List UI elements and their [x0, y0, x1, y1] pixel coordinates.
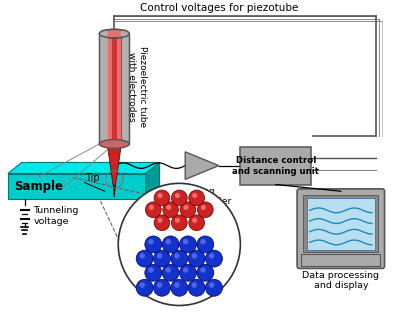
Circle shape	[188, 279, 205, 296]
Circle shape	[200, 267, 206, 273]
Circle shape	[197, 236, 214, 253]
Text: Piezoelectric tube
with electrodes: Piezoelectric tube with electrodes	[127, 46, 147, 128]
Circle shape	[140, 282, 145, 288]
FancyBboxPatch shape	[303, 195, 378, 252]
Circle shape	[162, 236, 179, 253]
Circle shape	[140, 253, 145, 259]
Bar	[8, 174, 146, 199]
Circle shape	[166, 239, 171, 245]
Circle shape	[154, 215, 170, 231]
Circle shape	[188, 250, 205, 267]
Circle shape	[174, 253, 179, 259]
FancyBboxPatch shape	[297, 189, 384, 268]
Circle shape	[175, 193, 180, 198]
Polygon shape	[8, 162, 160, 174]
Bar	[306, 197, 375, 250]
Polygon shape	[146, 162, 160, 199]
Circle shape	[183, 205, 189, 210]
Circle shape	[154, 279, 170, 296]
Circle shape	[174, 282, 179, 288]
Circle shape	[157, 282, 162, 288]
Circle shape	[154, 250, 170, 267]
Text: Control voltages for piezotube: Control voltages for piezotube	[140, 3, 298, 13]
Circle shape	[201, 205, 206, 210]
Circle shape	[189, 215, 205, 231]
Circle shape	[180, 202, 196, 218]
Bar	[108, 34, 121, 144]
Circle shape	[209, 253, 215, 259]
Circle shape	[205, 250, 222, 267]
Circle shape	[148, 267, 154, 273]
Circle shape	[175, 218, 180, 223]
Polygon shape	[113, 185, 115, 197]
Circle shape	[209, 282, 215, 288]
Polygon shape	[107, 144, 121, 185]
Circle shape	[158, 193, 162, 198]
Polygon shape	[185, 152, 219, 179]
Circle shape	[136, 279, 153, 296]
Circle shape	[183, 267, 188, 273]
Text: Data processing
and display: Data processing and display	[302, 271, 379, 290]
Circle shape	[163, 202, 179, 218]
Circle shape	[192, 218, 197, 223]
Circle shape	[191, 253, 197, 259]
Circle shape	[179, 236, 197, 253]
Text: Tunneling
current amplifier: Tunneling current amplifier	[155, 186, 231, 206]
Circle shape	[149, 205, 154, 210]
Circle shape	[166, 205, 171, 210]
Circle shape	[171, 250, 188, 267]
Circle shape	[158, 218, 162, 223]
Circle shape	[200, 239, 206, 245]
Circle shape	[205, 279, 222, 296]
Circle shape	[157, 253, 162, 259]
Ellipse shape	[121, 29, 129, 38]
Circle shape	[145, 236, 162, 253]
Text: Sample: Sample	[14, 180, 63, 193]
Circle shape	[166, 267, 171, 273]
Bar	[240, 147, 311, 184]
Circle shape	[197, 202, 213, 218]
Circle shape	[154, 190, 170, 206]
Circle shape	[183, 239, 188, 245]
Text: Tunneling
voltage: Tunneling voltage	[33, 206, 79, 226]
Bar	[100, 34, 108, 144]
Circle shape	[197, 264, 214, 281]
Circle shape	[172, 215, 187, 231]
Circle shape	[145, 264, 162, 281]
Bar	[121, 34, 129, 144]
Circle shape	[136, 250, 153, 267]
Bar	[112, 34, 117, 144]
Circle shape	[172, 190, 187, 206]
Text: Distance control
and scanning unit: Distance control and scanning unit	[232, 156, 319, 176]
Circle shape	[162, 264, 179, 281]
Circle shape	[179, 264, 197, 281]
Circle shape	[148, 239, 154, 245]
Ellipse shape	[100, 29, 129, 38]
Text: Tip: Tip	[85, 173, 100, 183]
Ellipse shape	[100, 29, 108, 38]
Circle shape	[191, 282, 197, 288]
Circle shape	[145, 202, 161, 218]
Bar	[100, 34, 129, 144]
Bar	[301, 254, 380, 266]
Circle shape	[171, 279, 188, 296]
Circle shape	[192, 193, 197, 198]
Circle shape	[189, 190, 205, 206]
Circle shape	[118, 183, 240, 306]
Ellipse shape	[100, 140, 129, 148]
